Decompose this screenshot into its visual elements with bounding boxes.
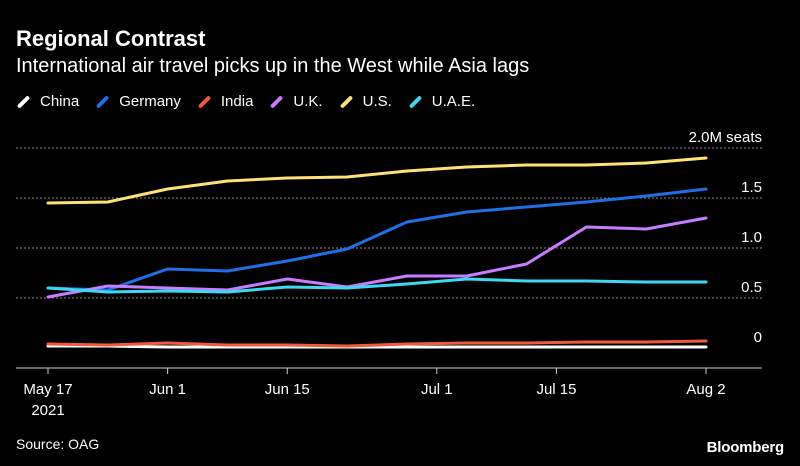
bloomberg-logo: Bloomberg [706, 439, 785, 456]
x-tick-label: Jul 15 [536, 381, 576, 398]
legend-item-china: China [16, 93, 79, 110]
series-line-india [46, 339, 708, 348]
chart-title: Regional Contrast [16, 26, 206, 51]
chart-legend: China Germany India U.K. U.S. U.A.E. [16, 93, 491, 110]
y-tick-label: 0.5 [741, 279, 762, 296]
series-line-china [46, 344, 708, 349]
y-tick-label: 2.0M seats [689, 129, 762, 146]
x-tick-label: Jul 1 [421, 381, 453, 398]
x-tick-sublabel: 2021 [31, 402, 64, 419]
grid-lines [16, 147, 762, 299]
series-lines [46, 156, 708, 349]
y-tick-label: 0 [754, 329, 762, 346]
series-line-germany [46, 187, 708, 292]
legend-label: U.A.E. [431, 93, 476, 110]
series-line-us [46, 156, 708, 205]
series-line-uae [46, 277, 708, 294]
series-line-uk [46, 216, 708, 299]
legend-label: U.K. [293, 93, 323, 110]
legend-item-germany: Germany [95, 93, 181, 110]
source-note: Source: OAG [16, 436, 100, 452]
legend-item-uk: U.K. [269, 93, 323, 110]
legend-item-uae: U.A.E. [408, 93, 475, 110]
x-tick-label: Aug 2 [686, 381, 725, 398]
legend-label: China [40, 93, 80, 110]
legend-label: U.S. [362, 93, 392, 110]
y-tick-label: 1.5 [741, 179, 762, 196]
chart-subtitle: International air travel picks up in the… [16, 55, 530, 77]
legend-item-india: India [197, 93, 254, 110]
x-tick-label: May 17 [23, 381, 72, 398]
legend-item-us: U.S. [339, 93, 392, 110]
legend-label: Germany [119, 93, 181, 110]
x-axis: May 17 2021 Jun 1 Jun 15 Jul 1 Jul 15 Aug 2 [16, 367, 762, 419]
y-axis-ticks: 0 0.5 1.0 1.5 2.0M seats [689, 129, 762, 346]
x-tick-label: Jun 1 [149, 381, 186, 398]
legend-label: India [220, 93, 254, 110]
y-tick-label: 1.0 [741, 229, 762, 246]
x-tick-label: Jun 15 [265, 381, 310, 398]
